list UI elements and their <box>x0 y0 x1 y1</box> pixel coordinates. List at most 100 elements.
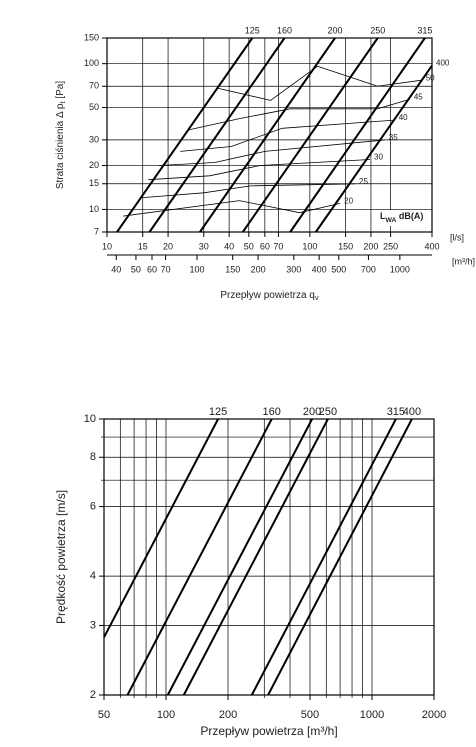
y-axis-title: Strata ciśnienia Δ pt [Pa] <box>55 81 67 190</box>
series-label: 250 <box>370 25 385 35</box>
x-tick-label: 10 <box>102 241 112 251</box>
x-tick-label: 40 <box>224 241 234 251</box>
series-label: 125 <box>245 25 260 35</box>
x-tick-label: 60 <box>260 241 270 251</box>
series-label: 125 <box>209 406 227 418</box>
x-tick-label: 15 <box>138 241 148 251</box>
series-line <box>148 159 371 181</box>
series-line <box>139 183 356 199</box>
series-label: 30 <box>374 153 383 162</box>
x-axis-title: Przepływ powietrza [m³/h] <box>200 724 337 738</box>
y-tick-label: 20 <box>89 160 99 170</box>
y-tick-label: 100 <box>84 58 99 68</box>
series-label: 250 <box>319 406 337 418</box>
y-tick-label: 3 <box>90 619 96 631</box>
x-tick-label: 70 <box>273 241 283 251</box>
series-line <box>314 65 433 233</box>
series-label: 400 <box>403 406 421 418</box>
series-label: 45 <box>414 92 423 101</box>
x-tick-label: 100 <box>302 241 317 251</box>
y-tick-label: 150 <box>84 32 99 42</box>
x-tick-label: 1000 <box>360 709 384 721</box>
x2-tick-label: 200 <box>251 264 266 274</box>
y-tick-label: 30 <box>89 134 99 144</box>
y-axis-title-main: Strata ciśnienia Δ p <box>55 103 66 189</box>
y-tick-label: 2 <box>90 689 96 701</box>
series-label: 35 <box>389 133 398 142</box>
y-tick-label: 4 <box>90 570 96 582</box>
plot-frame <box>106 37 433 233</box>
y-tick-label: 8 <box>90 451 96 463</box>
y-axis-title-main: Prędkość powietrza [m/s] <box>54 490 68 624</box>
series-line <box>182 418 329 696</box>
x-tick-label: 150 <box>338 241 353 251</box>
x-tick-label: 2000 <box>422 709 446 721</box>
series-label: 50 <box>426 73 435 82</box>
series-line <box>148 37 286 233</box>
y-axis-title-sub: t <box>58 101 67 104</box>
y-tick-label: 50 <box>89 102 99 112</box>
x2-tick-label: 100 <box>189 264 204 274</box>
annotation-rest: dB(A) <box>396 211 423 221</box>
y-tick-label: 7 <box>94 226 99 236</box>
x2-tick-label: 700 <box>361 264 376 274</box>
y-tick-label: 10 <box>89 204 99 214</box>
x-tick-label: 400 <box>424 241 439 251</box>
x-axis-title-main: Przepływ powietrza q <box>220 290 314 301</box>
x-axis-title-sub: v <box>315 293 319 302</box>
y-tick-label: 70 <box>89 81 99 91</box>
x2-tick-label: 50 <box>131 264 141 274</box>
x-tick-label: 100 <box>157 709 175 721</box>
y-tick-label: 10 <box>84 413 96 425</box>
series-line <box>241 37 379 233</box>
x-tick-label: 20 <box>163 241 173 251</box>
x2-tick-label: 70 <box>161 264 171 274</box>
series-line <box>250 418 397 696</box>
x2-tick-label: 400 <box>312 264 327 274</box>
series-label: 315 <box>387 406 405 418</box>
series-label: 20 <box>344 196 353 205</box>
y-axis-title: Prędkość powietrza [m/s] <box>54 490 68 624</box>
x2-tick-label: 1000 <box>390 264 410 274</box>
annotation-sub: WA <box>386 217 397 224</box>
series-label: 400 <box>436 59 450 68</box>
series-label: 200 <box>327 25 342 35</box>
series-label: 160 <box>277 25 292 35</box>
series-line <box>187 98 410 131</box>
y-tick-label: 15 <box>89 178 99 188</box>
series-line <box>126 418 273 696</box>
annotation-main: L <box>380 211 386 221</box>
series-label: 25 <box>359 177 368 186</box>
series-line <box>103 418 219 638</box>
series-line <box>123 200 341 217</box>
series-line <box>166 418 313 696</box>
x-unit: [l/s] <box>450 232 464 242</box>
x-tick-label: 50 <box>244 241 254 251</box>
series-line <box>267 418 413 696</box>
plot-frame <box>103 418 435 696</box>
x-tick-label: 250 <box>383 241 398 251</box>
series-label: 315 <box>417 25 432 35</box>
x-tick-label: 30 <box>199 241 209 251</box>
series-label: 40 <box>399 113 408 122</box>
x-axis-title-main: Przepływ powietrza [m³/h] <box>200 724 337 738</box>
x-tick-label: 200 <box>219 709 237 721</box>
x2-unit: [m³/h] <box>452 256 475 266</box>
x2-tick-label: 40 <box>111 264 121 274</box>
series-line <box>289 37 426 233</box>
x-tick-label: 50 <box>98 709 110 721</box>
x2-tick-label: 150 <box>225 264 240 274</box>
series-line <box>217 65 422 101</box>
series-label: 200 <box>303 406 321 418</box>
x-axis-title: Przepływ powietrza qv <box>220 290 318 302</box>
series-line <box>158 139 385 166</box>
x2-tick-label: 60 <box>147 264 157 274</box>
x2-tick-label: 500 <box>331 264 346 274</box>
y-tick-label: 6 <box>90 501 96 513</box>
annotation-box <box>377 210 427 226</box>
annotation: LWA dB(A) <box>380 211 423 223</box>
y-axis-title-rest: [Pa] <box>55 81 66 102</box>
x2-tick-label: 300 <box>286 264 301 274</box>
